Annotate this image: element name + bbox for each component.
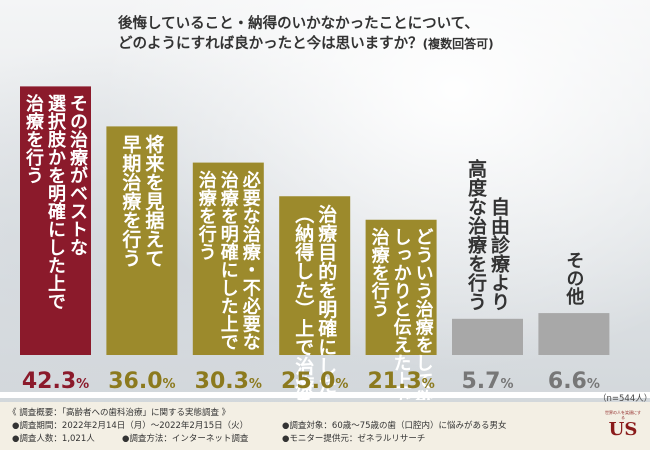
company-logo: 世界の人を笑顔にする US [604,410,642,440]
sample-size: （n=544人） [598,394,650,404]
survey-target: ●調査対象：60歳～75歳の歯（口腔内）に悩みがある男女 [282,421,507,431]
bar-label-5-line-3: 治療を行う [369,227,391,318]
survey-summary-title: 《 調査概要：「高齢者への歯科治療」に関する実態調査 》 [8,408,231,418]
value-label-1: 42.3% [22,369,89,394]
chart-baseline-strip [0,392,650,398]
bar-label-3-line-2: 治療を明確にした上で [218,169,239,350]
bar-label-7: その他 [563,251,585,305]
logo-text: US [608,419,638,440]
bar-label-2-line-2: 早期治療を行う [119,134,142,267]
value-label-7: 6.6% [548,369,600,394]
bar-label-3-line-3: 治療を行う [196,169,218,260]
chart-title: 後悔していること・納得のいかなかったことについて、 どのようにすれば良かったと今… [118,14,638,54]
bar-5 [365,219,437,355]
bar-7 [538,313,610,355]
bar-label-4-line-1: 治療目的を明確にした [315,203,337,394]
title-line-2-note: (複数回答可) [422,37,494,51]
bar-label-2-line-1: 将来を見据えて [142,133,164,267]
bar-label-1-line-3: 治療を行う [23,93,45,184]
bar-label-4: 治療目的を明確にした（納得した）上で治療を行う [292,203,337,400]
value-label-2: 36.0% [108,369,175,394]
survey-people: ●調査人数：1,021人 [12,434,95,444]
bar-label-4-line-2: （納得した）上で治療を行う [292,204,315,400]
survey-method: ●調査方法：インターネット調査 [122,434,249,444]
survey-provider: ●モニター提供元：ゼネラルリサーチ [282,434,426,444]
bar-label-1-line-1: その治療がベストな [67,94,88,256]
title-line-2: どのようにすれば良かったと今は思いますか？(複数回答可) [118,34,638,54]
bar-6 [452,318,523,355]
title-line-1: 後悔していること・納得のいかなかったことについて、 [118,16,479,32]
bar-label-5-line-2: しっかりと伝えた上で [391,228,412,400]
survey-footer: 《 調査概要：「高齢者への歯科治療」に関する実態調査 》 ●調査期間：2022年… [0,402,650,450]
bar-label-6-line-2: 高度な治療を行う [465,158,488,311]
bar-label-6-line-1: 自由診療より [488,196,510,311]
value-label-5: 21.3% [367,369,434,394]
bar-2 [106,126,178,356]
bar-label-3-line-1: 必要な治療・不必要な [240,169,262,350]
logo-tagline: 世界の人を笑顔にする [604,410,642,420]
value-label-4: 25.0% [281,369,348,394]
survey-period: ●調査期間：2022年2月14日（月）～2022年2月15日（火） [12,421,249,431]
value-label-3: 30.3% [195,369,262,394]
bar-label-1-line-2: 選択肢かを明確にした上で [45,94,66,310]
bar-1 [20,86,91,356]
bar-chart: その治療がベストな選択肢かを明確にした上で治療を行う42.3%将来を見据えて早期… [20,86,610,400]
bar-label-5-line-1: どういう治療をして欲しいか [413,228,435,400]
title-line-2-main: どのようにすれば良かったと今は思いますか？ [118,36,423,52]
value-label-6: 5.7% [461,369,513,394]
bar-4 [279,196,351,355]
bar-label-7-line-1: その他 [563,251,585,305]
bar-3 [192,162,264,355]
